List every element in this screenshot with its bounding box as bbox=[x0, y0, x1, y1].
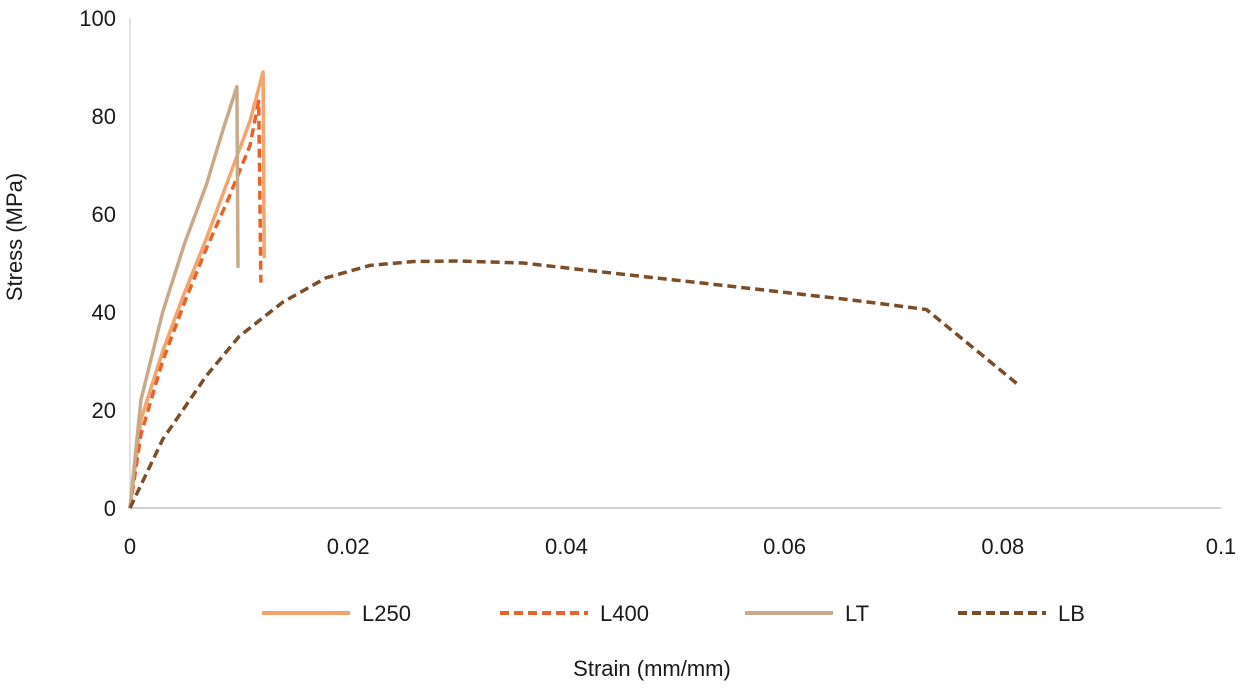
y-tick-label: 100 bbox=[79, 6, 116, 31]
legend-label-lt: LT bbox=[845, 601, 869, 626]
y-tick-labels: 0 20 40 60 80 100 bbox=[79, 6, 116, 521]
legend-label-l250: L250 bbox=[362, 601, 411, 626]
y-tick-label: 60 bbox=[92, 202, 116, 227]
x-tick-label: 0 bbox=[124, 534, 136, 559]
y-axis-title: Stress (MPa) bbox=[2, 173, 27, 301]
legend: L250 L400 LT LB bbox=[262, 601, 1085, 626]
series-line-lt bbox=[128, 84, 240, 509]
x-tick-label: 0.1 bbox=[1206, 534, 1237, 559]
y-tick-label: 40 bbox=[92, 300, 116, 325]
axes bbox=[129, 18, 1221, 509]
x-tick-labels: 0 0.02 0.04 0.06 0.08 0.1 bbox=[124, 534, 1236, 559]
x-tick-label: 0.06 bbox=[763, 534, 806, 559]
x-tick-label: 0.02 bbox=[327, 534, 370, 559]
x-tick-label: 0.04 bbox=[545, 534, 588, 559]
series-lines bbox=[128, 70, 1021, 509]
series-line-l250 bbox=[128, 70, 266, 509]
x-axis-title: Strain (mm/mm) bbox=[573, 656, 731, 681]
y-tick-label: 80 bbox=[92, 104, 116, 129]
y-tick-label: 0 bbox=[104, 496, 116, 521]
legend-label-l400: L400 bbox=[600, 601, 649, 626]
series-line-l400 bbox=[128, 99, 263, 509]
x-tick-label: 0.08 bbox=[981, 534, 1024, 559]
y-tick-label: 20 bbox=[92, 398, 116, 423]
legend-label-lb: LB bbox=[1058, 601, 1085, 626]
series-line-lb bbox=[128, 259, 1021, 509]
